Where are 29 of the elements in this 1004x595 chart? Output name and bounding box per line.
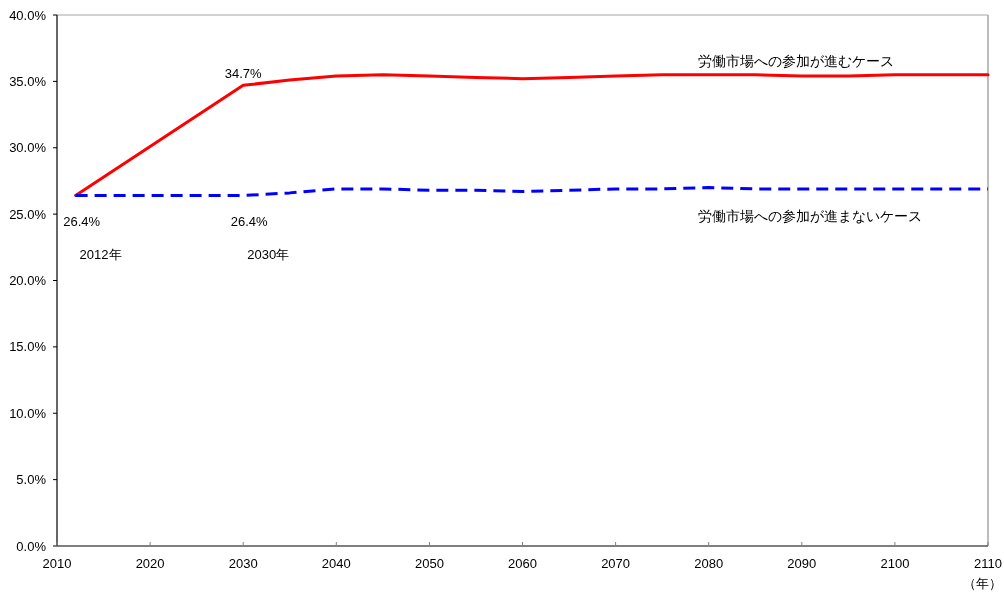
line-series bbox=[74, 186, 990, 198]
data-label: 26.4% bbox=[63, 213, 101, 229]
x-tick-label: 2040 bbox=[321, 556, 351, 571]
x-tick-label: 2070 bbox=[601, 556, 631, 571]
data-label: 26.4% bbox=[230, 213, 269, 229]
x-tick-label: 2050 bbox=[414, 556, 444, 571]
y-tick-label: 25.0% bbox=[9, 206, 47, 222]
annotation: 2030年 bbox=[247, 246, 290, 262]
x-tick-label: 2100 bbox=[880, 556, 910, 571]
y-tick-label: 20.0% bbox=[9, 273, 47, 288]
x-tick-label: 2060 bbox=[508, 556, 537, 571]
x-tick-label: 2030 bbox=[228, 556, 258, 571]
y-tick-label: 0.0% bbox=[16, 538, 47, 554]
y-tick-label: 30.0% bbox=[9, 140, 47, 156]
y-tick-label: 35.0% bbox=[9, 73, 47, 89]
x-tick-label: 2020 bbox=[135, 556, 165, 571]
x-tick-label: 2080 bbox=[694, 556, 724, 571]
x-axis-title: （年） bbox=[963, 576, 1002, 591]
y-tick-label: 10.0% bbox=[9, 405, 47, 421]
series-label: 労働市場への参加が進まないケース bbox=[698, 207, 922, 224]
data-label: 34.7% bbox=[224, 66, 263, 82]
x-tick-label: 2110 bbox=[974, 556, 1002, 571]
annotation: 2012年 bbox=[79, 246, 122, 262]
y-tick-label: 40.0% bbox=[9, 7, 47, 23]
x-tick-label: 2090 bbox=[787, 556, 817, 571]
y-tick-label: 15.0% bbox=[9, 339, 47, 355]
y-tick-label: 5.0% bbox=[16, 472, 47, 488]
series-label: 労働市場への参加が進むケース bbox=[698, 52, 894, 69]
x-tick-label: 2010 bbox=[42, 556, 72, 571]
